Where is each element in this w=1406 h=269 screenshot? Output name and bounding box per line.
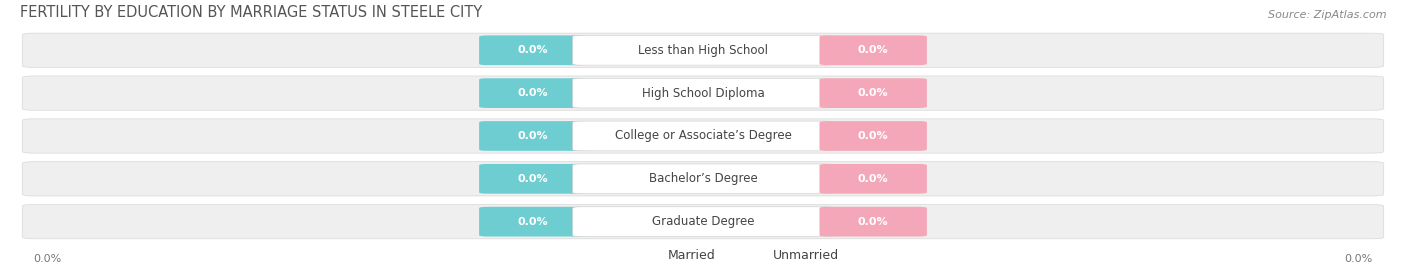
FancyBboxPatch shape bbox=[479, 207, 586, 236]
FancyBboxPatch shape bbox=[22, 76, 1384, 110]
Text: FERTILITY BY EDUCATION BY MARRIAGE STATUS IN STEELE CITY: FERTILITY BY EDUCATION BY MARRIAGE STATU… bbox=[20, 5, 482, 20]
Text: 0.0%: 0.0% bbox=[517, 174, 548, 184]
Text: 0.0%: 0.0% bbox=[517, 131, 548, 141]
Text: 0.0%: 0.0% bbox=[1344, 254, 1372, 264]
FancyBboxPatch shape bbox=[745, 248, 766, 263]
Text: Graduate Degree: Graduate Degree bbox=[652, 215, 754, 228]
Text: 0.0%: 0.0% bbox=[517, 217, 548, 227]
FancyBboxPatch shape bbox=[820, 78, 927, 108]
Text: High School Diploma: High School Diploma bbox=[641, 87, 765, 100]
Text: 0.0%: 0.0% bbox=[858, 45, 889, 55]
FancyBboxPatch shape bbox=[820, 121, 927, 151]
FancyBboxPatch shape bbox=[22, 119, 1384, 153]
Text: Bachelor’s Degree: Bachelor’s Degree bbox=[648, 172, 758, 185]
Text: 0.0%: 0.0% bbox=[858, 131, 889, 141]
Text: 0.0%: 0.0% bbox=[858, 174, 889, 184]
Text: 0.0%: 0.0% bbox=[34, 254, 62, 264]
FancyBboxPatch shape bbox=[572, 36, 834, 65]
Text: Unmarried: Unmarried bbox=[773, 249, 839, 262]
FancyBboxPatch shape bbox=[820, 36, 927, 65]
Text: 0.0%: 0.0% bbox=[858, 88, 889, 98]
Text: College or Associate’s Degree: College or Associate’s Degree bbox=[614, 129, 792, 143]
FancyBboxPatch shape bbox=[820, 164, 927, 194]
Text: Source: ZipAtlas.com: Source: ZipAtlas.com bbox=[1268, 10, 1386, 20]
FancyBboxPatch shape bbox=[479, 164, 586, 194]
FancyBboxPatch shape bbox=[22, 33, 1384, 68]
FancyBboxPatch shape bbox=[479, 36, 586, 65]
FancyBboxPatch shape bbox=[572, 121, 834, 151]
Text: 0.0%: 0.0% bbox=[517, 88, 548, 98]
FancyBboxPatch shape bbox=[479, 78, 586, 108]
FancyBboxPatch shape bbox=[22, 204, 1384, 239]
Text: 0.0%: 0.0% bbox=[517, 45, 548, 55]
FancyBboxPatch shape bbox=[820, 207, 927, 236]
FancyBboxPatch shape bbox=[572, 207, 834, 236]
FancyBboxPatch shape bbox=[640, 248, 661, 263]
FancyBboxPatch shape bbox=[479, 121, 586, 151]
FancyBboxPatch shape bbox=[22, 162, 1384, 196]
Text: 0.0%: 0.0% bbox=[858, 217, 889, 227]
FancyBboxPatch shape bbox=[572, 164, 834, 194]
Text: Less than High School: Less than High School bbox=[638, 44, 768, 57]
FancyBboxPatch shape bbox=[572, 78, 834, 108]
Text: Married: Married bbox=[668, 249, 716, 262]
